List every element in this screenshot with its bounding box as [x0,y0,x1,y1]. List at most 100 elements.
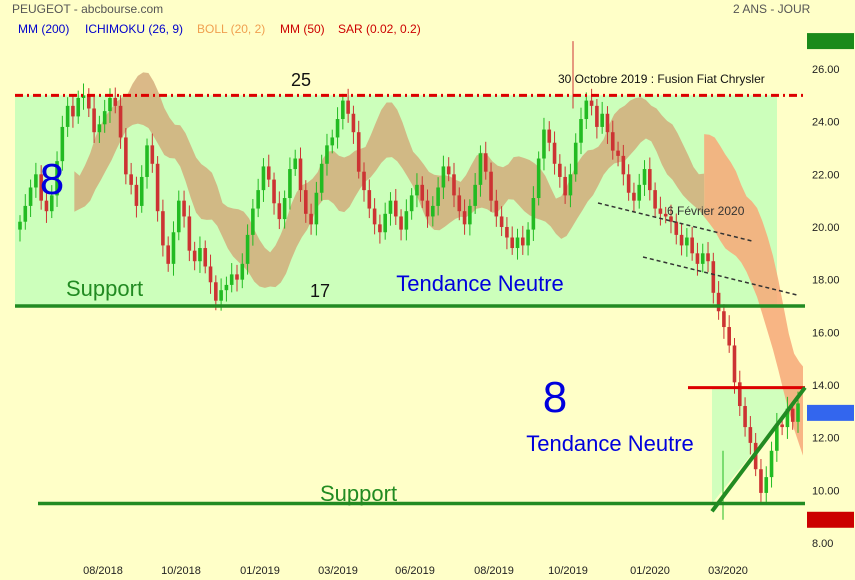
trend-label-lower: Tendance Neutre [526,431,694,456]
candle-body [341,100,345,120]
y-tick-label: 10.00 [812,485,840,497]
candle-body [49,195,54,212]
candle-body [356,132,361,172]
candle-body [441,166,446,188]
candle-body [499,216,504,227]
candle-body [542,129,546,159]
indicator-boll[interactable]: BOLL (20, 2) [197,22,266,36]
candle-body [150,145,155,164]
candle-body [632,192,636,201]
candle-body [203,248,208,267]
candle-body [605,113,610,133]
candle-body [319,163,324,193]
candle-body [436,187,440,206]
candle-body [256,190,260,209]
candle-body [748,427,753,443]
candle-body [669,216,673,222]
candle-body [261,166,266,191]
candle-body [653,190,657,209]
chart-title: PEUGEOT - abcbourse.com [12,2,164,16]
x-tick-label: 03/2019 [318,565,358,577]
candle-body [229,274,234,285]
candle-body [769,450,774,478]
candle-body [92,108,96,133]
candle-body [409,195,414,212]
candle-body [690,237,694,254]
candle-body [81,95,86,98]
candle-body [558,163,562,177]
candle-body [362,171,366,191]
level-label-17: 17 [310,281,330,301]
candle-body [161,211,165,246]
candle-body [383,213,387,233]
candle-body [124,137,128,175]
candle-body [372,208,377,225]
chart-period: 2 ANS - JOUR [733,2,811,16]
candle-body [584,100,589,120]
candle-body [722,311,726,328]
y-tick-label: 20.00 [812,222,840,234]
candle-body [235,274,239,280]
candle-body [76,97,81,117]
candle-body [97,124,102,133]
candle-body [325,145,329,164]
indicator-mm200[interactable]: MM (200) [18,22,70,36]
candle-body [737,382,742,407]
candle-body [637,184,642,201]
candle-body [28,187,33,206]
x-tick-label: 08/2019 [474,565,514,577]
candle-body [272,179,276,204]
x-tick-label: 03/2020 [708,565,748,577]
candle-body [547,129,552,143]
candle-body [23,205,28,222]
candle-body [34,174,38,188]
candle-body [192,250,197,262]
candle-body [55,161,59,196]
candle-body [732,345,737,383]
candle-body [388,200,393,214]
indicator-mm50[interactable]: MM (50) [280,22,325,36]
candle-body [330,137,335,146]
candle-body [145,145,149,177]
price-high-label-box [807,33,854,50]
candle-body [785,408,790,428]
candle-body [796,403,800,422]
candle-body [483,153,488,172]
candle-body [266,166,271,180]
candle-body [536,158,541,199]
candle-body [298,158,303,191]
x-tick-label: 01/2020 [630,565,670,577]
candle-body [346,100,350,114]
y-tick-label: 12.00 [812,433,840,445]
candle-body [505,226,509,238]
trendline-lower [642,256,798,296]
x-tick-label: 08/2018 [83,565,123,577]
candle-body [224,284,229,291]
candle-body [240,263,245,280]
y-tick-label: 14.00 [812,380,840,392]
candle-body [489,171,493,201]
candle-body [552,142,557,164]
support-label-lower: Support [320,481,397,506]
candle-body [44,200,49,212]
candle-body [118,105,123,138]
candle-body [621,155,626,175]
candle-body [335,119,340,138]
indicator-sar[interactable]: SAR (0.02, 0.2) [338,22,421,36]
candle-body [526,229,530,246]
y-tick-label: 26.00 [812,64,840,76]
candle-body [87,95,91,109]
annotation-fusion: 30 Octobre 2019 : Fusion Fiat Chrysler [558,72,765,86]
candle-body [404,211,409,230]
x-tick-label: 06/2019 [395,565,435,577]
candle-body [589,100,594,106]
candle-body [642,169,647,185]
candle-body [309,213,313,225]
candle-body [706,253,710,262]
candle-body [198,248,202,262]
rising-trendline [710,386,807,513]
candle-body [716,292,721,312]
candle-body [431,205,435,217]
indicator-ichimoku[interactable]: ICHIMOKU (26, 9) [85,22,184,36]
